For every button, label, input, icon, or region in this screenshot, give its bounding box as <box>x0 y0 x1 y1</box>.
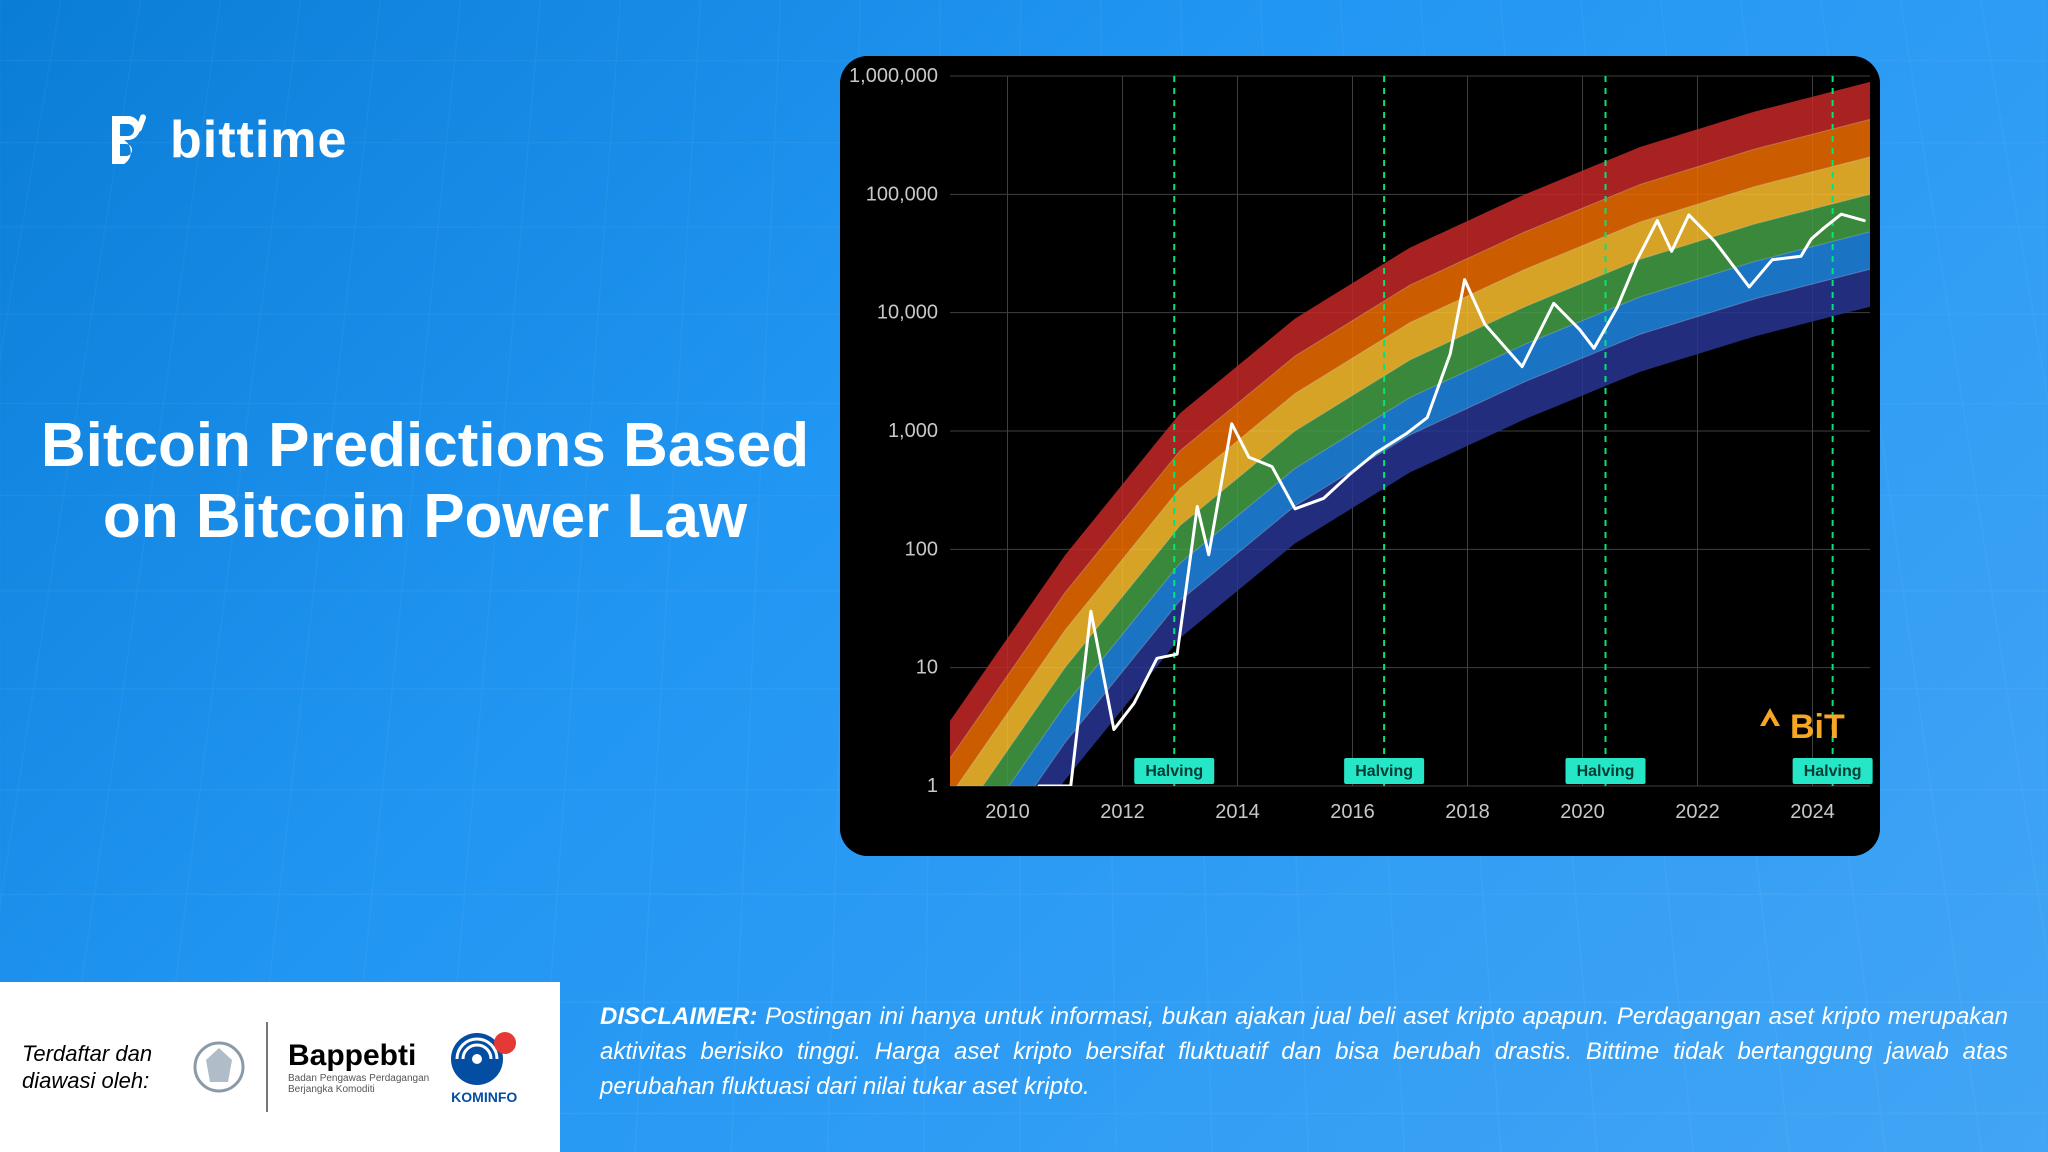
page-title: Bitcoin Predictions Based on Bitcoin Pow… <box>40 410 810 553</box>
svg-text:100,000: 100,000 <box>866 183 938 205</box>
svg-text:10,000: 10,000 <box>877 302 938 324</box>
svg-text:2018: 2018 <box>1445 801 1490 823</box>
bappebti-sub1: Badan Pengawas Perdagangan <box>288 1073 429 1084</box>
svg-text:2024: 2024 <box>1790 801 1835 823</box>
disclaimer-body: Postingan ini hanya untuk informasi, buk… <box>600 1003 2008 1100</box>
bittime-mark-icon <box>100 112 156 168</box>
disclaimer-text: DISCLAIMER: Postingan ini hanya untuk in… <box>560 982 2048 1152</box>
bappebti-sub2: Berjangka Komoditi <box>288 1084 429 1095</box>
svg-text:Halving: Halving <box>1804 763 1862 780</box>
svg-text:Halving: Halving <box>1355 763 1413 780</box>
bappebti-block: Bappebti Badan Pengawas Perdagangan Berj… <box>288 1039 429 1095</box>
svg-text:2010: 2010 <box>985 801 1030 823</box>
svg-text:2014: 2014 <box>1215 801 1260 823</box>
svg-text:Halving: Halving <box>1577 763 1635 780</box>
rainbow-chart: 1 10 100 1,000 10,000 100,000 1,000,000 2010 201… <box>840 56 1880 856</box>
svg-text:1: 1 <box>927 775 938 797</box>
svg-text:10: 10 <box>916 657 938 679</box>
svg-text:Halving: Halving <box>1145 763 1203 780</box>
svg-text:1,000,000: 1,000,000 <box>849 65 938 87</box>
svg-text:2016: 2016 <box>1330 801 1375 823</box>
disclaimer-label: DISCLAIMER: <box>600 1003 757 1030</box>
svg-text:2020: 2020 <box>1560 801 1605 823</box>
chart-svg: 1 10 100 1,000 10,000 100,000 1,000,000 2010 201… <box>840 56 1880 856</box>
svg-text:2012: 2012 <box>1100 801 1145 823</box>
svg-text:2022: 2022 <box>1675 801 1720 823</box>
svg-text:1,000: 1,000 <box>888 420 938 442</box>
footer: Terdaftar dan diawasi oleh: Bappebti Bad… <box>0 982 2048 1152</box>
svg-text:100: 100 <box>905 538 938 560</box>
registered-label: Terdaftar dan diawasi oleh: <box>22 1040 172 1095</box>
divider <box>266 1022 268 1112</box>
regulator-box: Terdaftar dan diawasi oleh: Bappebti Bad… <box>0 982 560 1152</box>
kemendag-seal-icon <box>192 1040 246 1094</box>
bappebti-title: Bappebti <box>288 1039 429 1073</box>
kominfo-block: KOMINFO <box>449 1029 519 1105</box>
kominfo-label: KOMINFO <box>451 1089 517 1105</box>
svg-text:BiT: BiT <box>1790 708 1845 746</box>
brand-name: bittime <box>170 110 347 170</box>
kominfo-icon <box>449 1029 519 1087</box>
brand-logo: bittime <box>100 110 347 170</box>
